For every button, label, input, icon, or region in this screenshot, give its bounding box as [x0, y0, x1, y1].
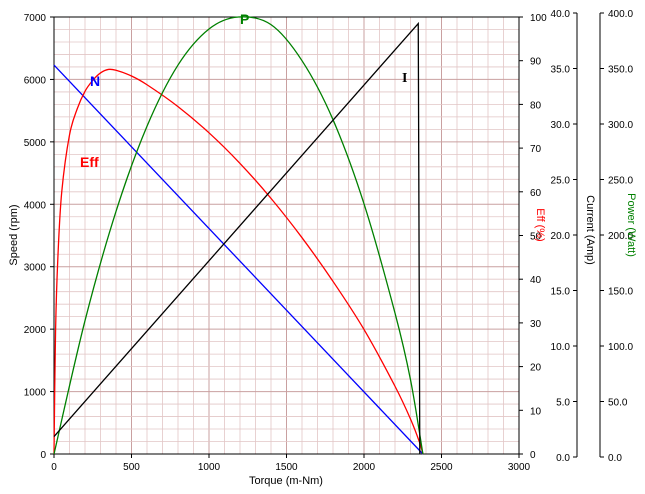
- current-tick-label: 5.0: [556, 398, 570, 409]
- eff-tick-label: 20: [530, 363, 542, 374]
- power-tick-label: 0.0: [608, 453, 622, 464]
- x-tick-label: 2500: [430, 462, 453, 473]
- current-tick-label: 10.0: [551, 342, 571, 353]
- x-tick-label: 2000: [353, 462, 376, 473]
- label-i: I: [402, 71, 407, 86]
- eff-tick-label: 30: [530, 319, 542, 330]
- speed-axis-title: Speed (rpm): [8, 204, 20, 265]
- speed-tick-label: 5000: [24, 138, 47, 149]
- eff-tick-label: 70: [530, 144, 542, 155]
- current-tick-label: 25.0: [551, 176, 571, 187]
- power-tick-label: 400.0: [608, 9, 633, 20]
- x-tick-label: 1000: [198, 462, 221, 473]
- power-tick-label: 100.0: [608, 342, 633, 353]
- power-axis-title: Power (Watt): [625, 193, 637, 257]
- eff-tick-label: 60: [530, 188, 542, 199]
- x-tick-label: 1500: [275, 462, 298, 473]
- eff-tick-label: 40: [530, 275, 542, 286]
- current-tick-label: 35.0: [551, 65, 571, 76]
- current-tick-label: 30.0: [551, 120, 571, 131]
- eff-tick-label: 100: [530, 13, 547, 24]
- series-line-n: [53, 64, 424, 455]
- speed-tick-label: 0: [40, 450, 46, 461]
- speed-tick-label: 3000: [24, 263, 47, 274]
- eff-tick-label: 50: [530, 232, 542, 243]
- speed-tick-label: 2000: [24, 325, 47, 336]
- current-tick-label: 20.0: [551, 231, 571, 242]
- eff-tick-label: 90: [530, 57, 542, 68]
- series-line-p: [53, 16, 424, 455]
- labels-group: Torque (m-Nm) Speed (rpm) Eff (%) Curren…: [8, 11, 637, 487]
- series-line-eff: [53, 68, 424, 455]
- speed-tick-label: 4000: [24, 200, 47, 211]
- label-p: P: [240, 11, 249, 27]
- speed-tick-label: 6000: [24, 75, 47, 86]
- power-tick-label: 250.0: [608, 176, 633, 187]
- eff-axis-title: Eff (%): [534, 208, 546, 241]
- speed-tick-label: 1000: [24, 388, 47, 399]
- curves-group: [53, 16, 424, 455]
- eff-tick-label: 0: [530, 450, 536, 461]
- eff-tick-label: 80: [530, 100, 542, 111]
- current-axis-title: Current (Amp): [584, 195, 596, 265]
- x-tick-label: 0: [51, 462, 57, 473]
- label-n: N: [90, 73, 100, 89]
- eff-tick-label: 10: [530, 406, 542, 417]
- x-tick-label: 500: [123, 462, 140, 473]
- power-tick-label: 350.0: [608, 65, 633, 76]
- current-tick-label: 0.0: [556, 453, 570, 464]
- power-tick-label: 50.0: [608, 398, 628, 409]
- speed-tick-label: 7000: [24, 13, 47, 24]
- current-tick-label: 15.0: [551, 287, 571, 298]
- x-axis-title: Torque (m-Nm): [249, 475, 323, 487]
- x-tick-label: 3000: [508, 462, 531, 473]
- current-tick-label: 40.0: [551, 9, 571, 20]
- series-line-i: [53, 21, 421, 455]
- power-tick-label: 150.0: [608, 287, 633, 298]
- label-eff: Eff: [80, 154, 99, 170]
- power-tick-label: 300.0: [608, 120, 633, 131]
- axes-group: 0 500 1000 1500 2000 2500 30000100020003000400…: [24, 9, 634, 473]
- grid-lines: [54, 17, 519, 454]
- power-tick-label: 200.0: [608, 231, 633, 242]
